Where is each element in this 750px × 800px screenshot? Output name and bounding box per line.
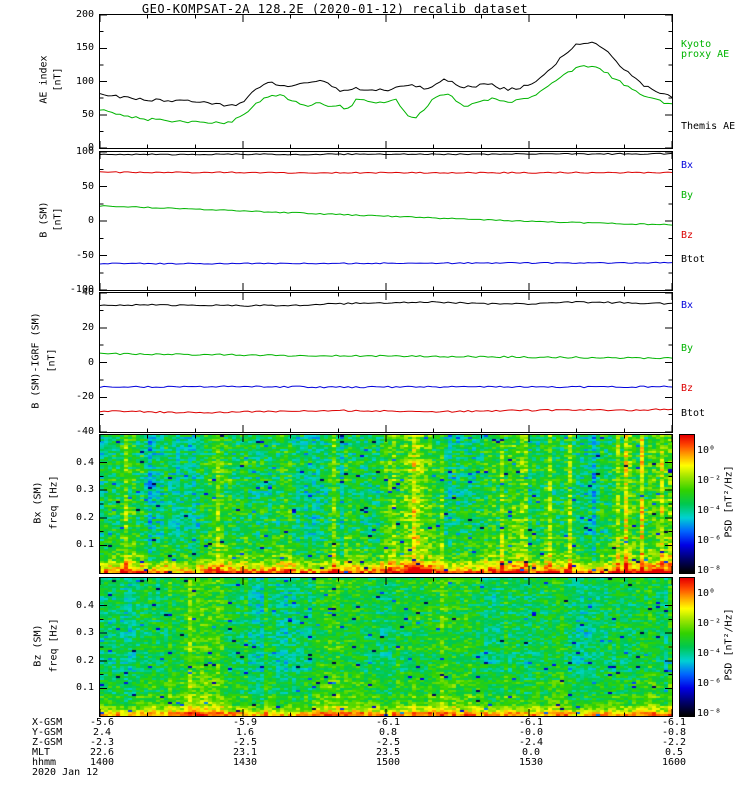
ae-legend-proxy-ae: proxy AE [681, 49, 730, 60]
axis-row-3-value-4: 0.5 [664, 747, 684, 758]
axis-row-2-value-4: -2.2 [661, 737, 687, 748]
b-igrf-plot [100, 293, 672, 432]
colorbar-bx-gradient [680, 435, 694, 573]
b-sm-series-label-btot: Btot [681, 254, 706, 265]
bz-spectrogram-panel [99, 577, 673, 717]
colorbar-bz-gradient [680, 578, 694, 716]
bz-spectrogram-ticks [100, 578, 672, 716]
axis-row-2-value-1: -2.5 [232, 737, 258, 748]
axis-row-label-5: 2020 Jan 12 [32, 767, 99, 778]
axis-row-0-value-1: -5.9 [232, 717, 258, 728]
bz-spec-freq-label: freq [Hz] [48, 618, 60, 673]
axis-row-3-value-1: 23.1 [232, 747, 258, 758]
axis-row-2-value-2: -2.5 [375, 737, 401, 748]
ae-index-panel [99, 14, 673, 149]
axis-row-4-value-1: 1430 [232, 757, 258, 768]
axis-row-4-value-4: 1600 [661, 757, 687, 768]
b-sm-plot [100, 152, 672, 290]
b-igrf-series-label-by: By [681, 343, 694, 354]
b-sm-panel [99, 151, 673, 291]
bx-spectrogram [100, 435, 672, 573]
axis-row-0-value-3: -6.1 [518, 717, 544, 728]
plot-title: GEO-KOMPSAT-2A 128.2E (2020-01-12) recal… [141, 2, 529, 16]
b-sm-series-label-bz: Bz [681, 230, 694, 241]
ae-legend-kyoto: Kyoto [681, 39, 712, 50]
axis-row-4-value-0: 1400 [89, 757, 115, 768]
psd-colorbar-label-bz: PSD [nT²/Hz] [723, 608, 735, 681]
axis-row-4-value-3: 1530 [518, 757, 544, 768]
bx-spectrogram-ticks [100, 435, 672, 573]
ae-legend-themis-ae: Themis AE [681, 121, 736, 132]
axis-row-0-value-4: -6.1 [661, 717, 687, 728]
b-sm-series-label-by: By [681, 190, 694, 201]
colorbar-bx [679, 434, 695, 574]
axis-row-0-value-0: -5.6 [89, 717, 115, 728]
axis-row-3-value-2: 23.5 [375, 747, 401, 758]
axis-row-label-3: MLT [32, 747, 51, 758]
axis-row-1-value-3: -0.0 [518, 727, 544, 738]
axis-row-0-value-2: -6.1 [375, 717, 401, 728]
b-igrf-series-label-btot: Btot [681, 408, 706, 419]
axis-row-4-value-2: 1500 [375, 757, 401, 768]
axis-row-2-value-0: -2.3 [89, 737, 115, 748]
axis-row-1-value-2: 0.8 [378, 727, 398, 738]
bz-spectrogram [100, 578, 672, 716]
colorbar-bz [679, 577, 695, 717]
bx-spectrogram-panel [99, 434, 673, 574]
b-igrf-series-label-bx: Bx [681, 300, 694, 311]
ae-index-plot [100, 15, 672, 148]
axis-row-1-value-0: 2.4 [92, 727, 112, 738]
axis-row-label-4: hhmm [32, 757, 57, 768]
b-igrf-panel [99, 292, 673, 433]
axis-row-3-value-3: 0.0 [521, 747, 541, 758]
b-sm-series-label-bx: Bx [681, 160, 694, 171]
axis-row-2-value-3: -2.4 [518, 737, 544, 748]
bz-spec-axis-label: Bz (SM) [32, 624, 44, 667]
axis-row-3-value-0: 22.6 [89, 747, 115, 758]
axis-row-1-value-1: 1.6 [235, 727, 255, 738]
axis-row-1-value-4: -0.8 [661, 727, 687, 738]
b-igrf-series-label-bz: Bz [681, 383, 694, 394]
